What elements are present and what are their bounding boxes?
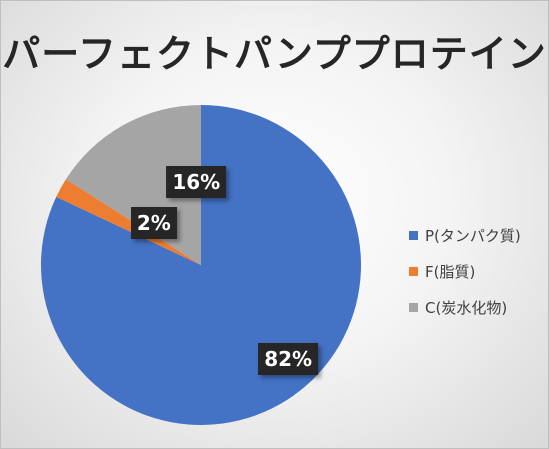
legend-label: C(炭水化物) xyxy=(425,298,508,317)
legend-label: F(脂質) xyxy=(425,262,476,281)
data-label-c: 16% xyxy=(166,165,227,198)
legend-swatch xyxy=(409,302,418,312)
data-label-f: 2% xyxy=(130,206,177,239)
chart-title: パーフェクトパンププロテイン xyxy=(2,32,547,76)
legend-item-f: F(脂質) xyxy=(409,253,521,289)
legend-item-c: C(炭水化物) xyxy=(409,289,521,325)
legend-swatch xyxy=(409,266,418,276)
legend-swatch xyxy=(409,230,418,240)
pie-slice-f xyxy=(56,179,201,265)
legend-label: P(タンパク質) xyxy=(425,226,521,245)
legend-item-p: P(タンパク質) xyxy=(409,217,521,253)
data-label-p: 82% xyxy=(258,343,319,376)
legend: P(タンパク質) F(脂質) C(炭水化物) xyxy=(409,217,521,325)
